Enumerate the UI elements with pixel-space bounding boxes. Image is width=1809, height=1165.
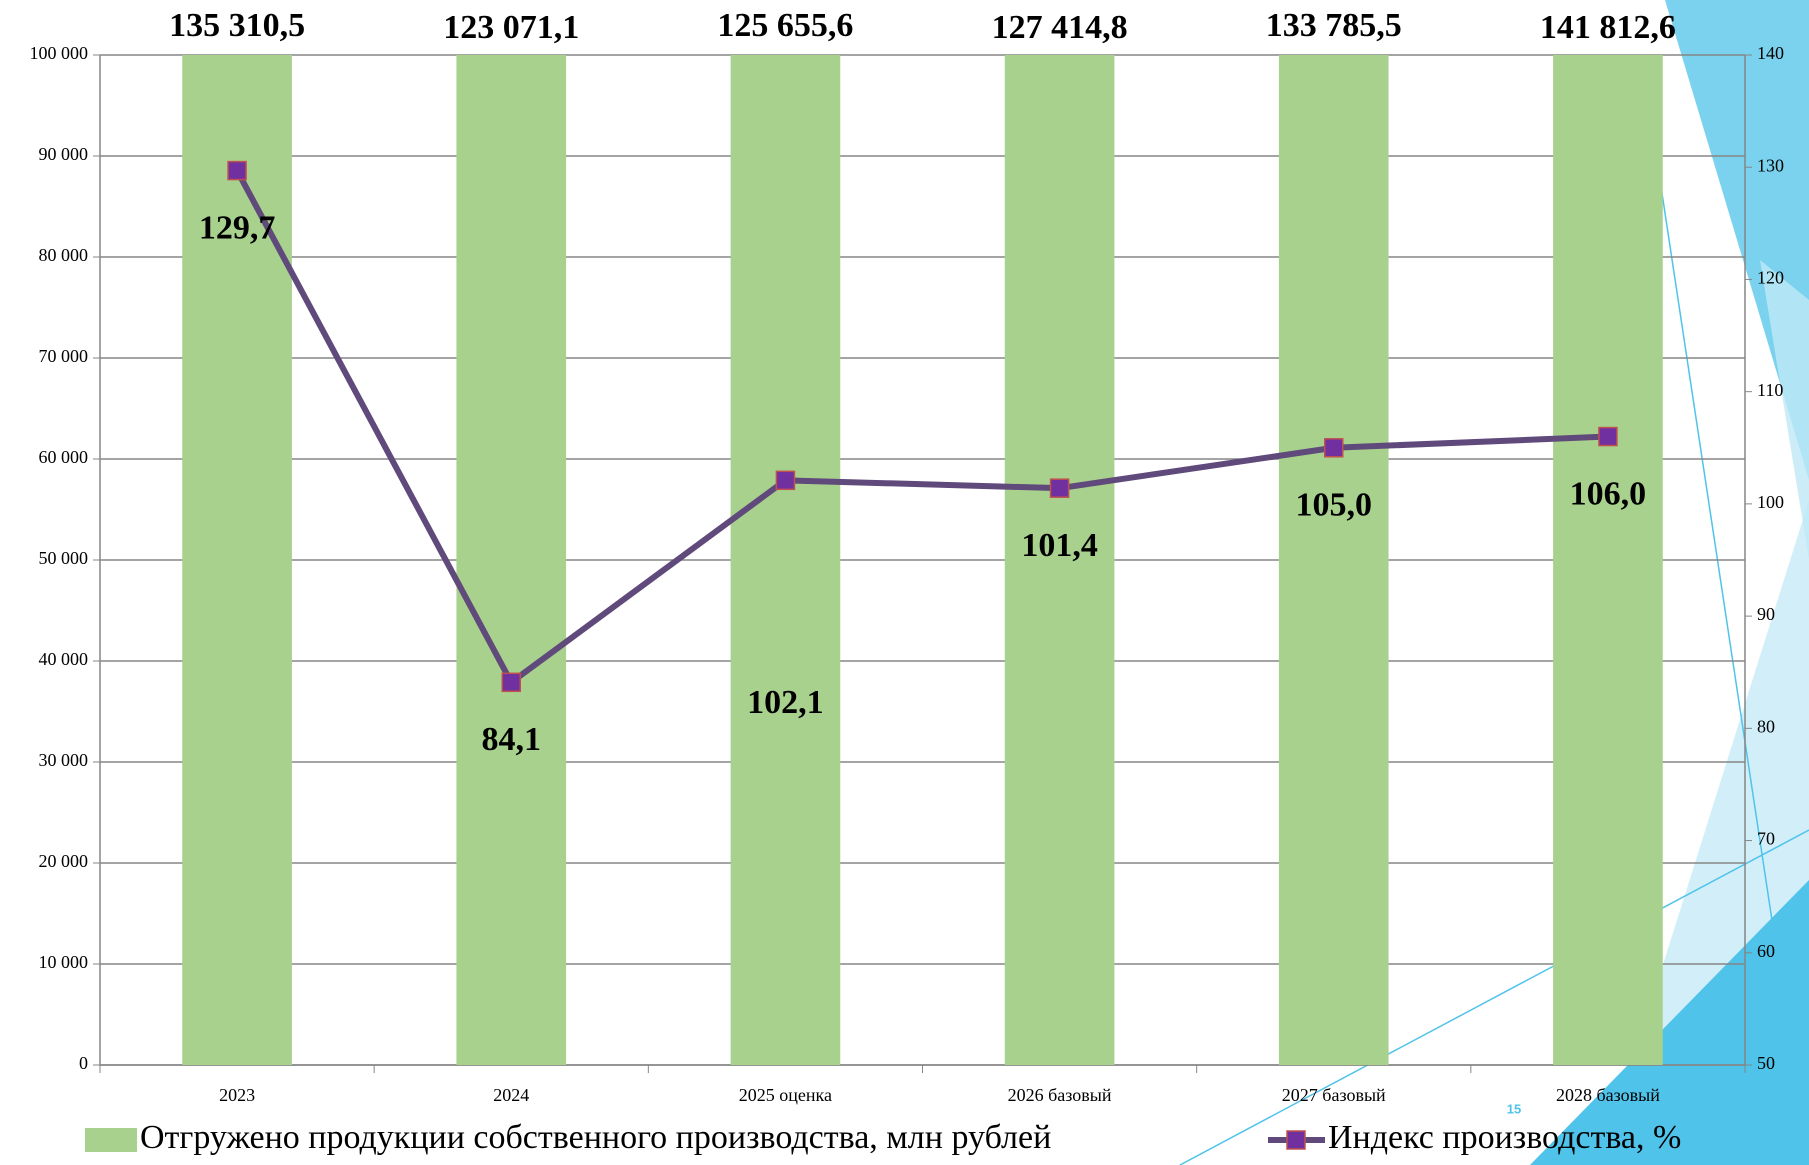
y-tick-label: 70 000 — [39, 346, 89, 366]
y2-tick-label: 90 — [1757, 604, 1775, 624]
x-tick-label: 2026 базовый — [1008, 1085, 1112, 1105]
x-tick-label: 2024 — [493, 1085, 529, 1105]
y2-tick-label: 100 — [1757, 492, 1784, 512]
legend-label: Индекс производства, % — [1328, 1119, 1681, 1156]
legend-marker — [1286, 1130, 1306, 1150]
line-value-label: 105,0 — [1296, 487, 1373, 524]
x-tick-label: 2025 оценка — [739, 1085, 832, 1105]
y-tick-label: 90 000 — [39, 144, 89, 164]
x-tick-label: 2027 базовый — [1282, 1085, 1386, 1105]
y-tick-label: 20 000 — [39, 851, 89, 871]
y-tick-label: 100 000 — [30, 43, 89, 63]
bar — [1278, 55, 1389, 1065]
line — [234, 169, 1609, 686]
legend-label: Отгружено продукции собственного произво… — [140, 1119, 1051, 1156]
y-tick-label: 40 000 — [39, 649, 89, 669]
bar — [182, 55, 292, 1065]
y-tick-label: 30 000 — [39, 750, 89, 770]
y-tick-label: 10 000 — [39, 952, 89, 972]
bar — [1004, 55, 1115, 1065]
bar-value-label: 127 414,8 — [992, 9, 1128, 46]
bar — [1553, 55, 1663, 1065]
y2-tick-label: 50 — [1757, 1053, 1775, 1073]
y-tick-label: 60 000 — [39, 447, 89, 467]
line-value-label: 102,1 — [747, 684, 824, 721]
line-value-label: 129,7 — [199, 209, 276, 246]
y2-tick-label: 70 — [1757, 829, 1775, 849]
grid — [100, 54, 1745, 1066]
y2-tick-label: 60 — [1757, 941, 1775, 961]
bar-value-label: 135 310,5 — [169, 7, 305, 44]
y-tick-label: 50 000 — [39, 548, 89, 568]
decoration — [1179, 0, 1809, 1165]
line-marker — [775, 470, 796, 491]
y2-tick-label: 140 — [1757, 43, 1784, 63]
bar-value-label: 133 785,5 — [1266, 7, 1402, 44]
y2-tick-label: 120 — [1757, 268, 1784, 288]
plot-area — [182, 55, 1663, 1065]
y2-tick-label: 80 — [1757, 716, 1775, 736]
line-value-label: 106,0 — [1570, 475, 1647, 512]
bar-value-label: 125 655,6 — [717, 7, 853, 44]
x-tick-label: 2023 — [219, 1085, 255, 1105]
bar-value-label: 141 812,6 — [1540, 9, 1676, 46]
line-marker — [1324, 438, 1344, 458]
line-marker — [501, 672, 521, 693]
line-marker — [227, 160, 247, 181]
line-marker — [1598, 426, 1618, 447]
bar-value-label: 123 071,1 — [443, 9, 579, 46]
bar — [730, 55, 841, 1065]
line-marker — [1049, 478, 1070, 498]
y2-tick-label: 130 — [1757, 155, 1784, 175]
y2-tick-label: 110 — [1757, 380, 1783, 400]
y-tick-label: 80 000 — [39, 245, 89, 265]
page-number: 15 — [1507, 1101, 1521, 1116]
bar — [456, 55, 567, 1065]
line-value-label: 101,4 — [1021, 527, 1098, 564]
x-tick-label: 2028 базовый — [1556, 1085, 1660, 1105]
line-value-label: 84,1 — [482, 721, 542, 758]
legend-swatch — [85, 1128, 137, 1152]
y-tick-label: 0 — [79, 1053, 88, 1073]
